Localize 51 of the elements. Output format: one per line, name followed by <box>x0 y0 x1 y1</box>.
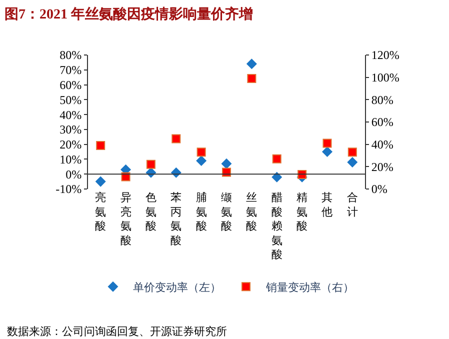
y-tick-label: 40% <box>60 108 82 122</box>
point <box>196 148 206 157</box>
y-tick-label: 80% <box>60 48 82 62</box>
point <box>96 176 106 187</box>
x-tick-label: 缬氨酸 <box>221 192 232 233</box>
y-tick-label: 70% <box>60 63 82 78</box>
point <box>196 156 206 166</box>
chart-title: 图7：2021 年丝氨酸因疫情影响量价齐增 <box>4 5 253 22</box>
x-tick-label: 色氨酸 <box>145 192 156 233</box>
y-tick-label: 20% <box>60 138 82 152</box>
x-tick-label: 精氨酸 <box>296 192 308 233</box>
y-tick-label: 50% <box>60 92 82 107</box>
point <box>348 148 357 157</box>
y-tick-label: -10% <box>56 182 82 196</box>
x-tick-label: 其他 <box>322 191 333 218</box>
y2-tick-label: 100% <box>371 70 400 85</box>
y2-tick-label: 60% <box>371 115 394 130</box>
y2-tick-label: 120% <box>371 48 400 62</box>
x-tick-label: 亮氨酸 <box>95 191 106 233</box>
y-tick-label: 0% <box>66 167 82 182</box>
source-note: 数据来源：公司问询函回复、开源证券研究所 <box>7 325 227 338</box>
point <box>247 74 256 83</box>
point <box>298 170 307 179</box>
x-tick-label: 合计 <box>346 191 358 218</box>
point <box>222 168 231 177</box>
point <box>96 140 106 150</box>
x-tick-label: 异亮氨酸 <box>120 192 132 247</box>
y2-tick-label: 0% <box>371 182 388 196</box>
x-tick-label: 醋酸赖氨酸 <box>271 192 282 262</box>
point <box>146 160 156 169</box>
point <box>246 58 257 69</box>
y-tick-label: 60% <box>60 78 82 92</box>
point <box>121 172 130 182</box>
y2-tick-label: 20% <box>371 160 394 174</box>
point <box>322 138 332 148</box>
y-tick-label: 10% <box>60 152 82 166</box>
legend-label: 单价变动率（左） <box>133 280 221 294</box>
x-tick-label: 丝氨酸 <box>246 191 258 233</box>
point <box>347 157 358 168</box>
y2-tick-label: 40% <box>371 138 394 152</box>
y2-tick-label: 80% <box>371 92 394 107</box>
point <box>171 168 182 178</box>
point <box>172 134 181 144</box>
x-tick-label: 苯丙氨酸 <box>170 191 182 247</box>
point <box>221 158 232 169</box>
y-tick-label: 30% <box>60 122 82 137</box>
x-tick-label: 脯氨酸 <box>196 191 207 233</box>
point <box>272 172 282 182</box>
point <box>272 154 282 164</box>
legend-label: 销量变动率（右） <box>265 280 354 294</box>
point <box>322 146 332 157</box>
